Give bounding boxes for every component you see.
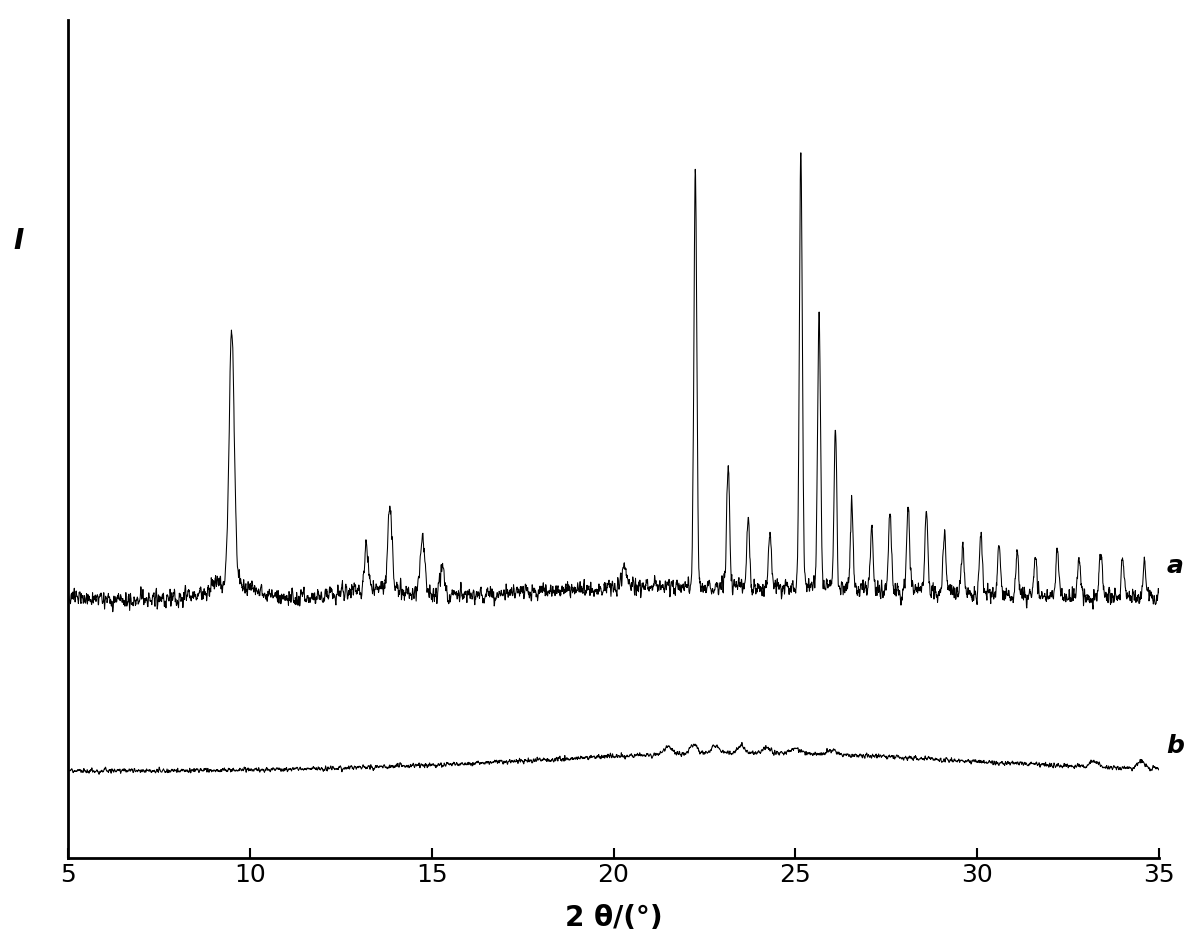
Y-axis label: I: I: [13, 228, 24, 255]
X-axis label: 2 θ/(°): 2 θ/(°): [565, 903, 662, 931]
Text: a: a: [1167, 553, 1184, 578]
Text: b: b: [1167, 733, 1185, 757]
